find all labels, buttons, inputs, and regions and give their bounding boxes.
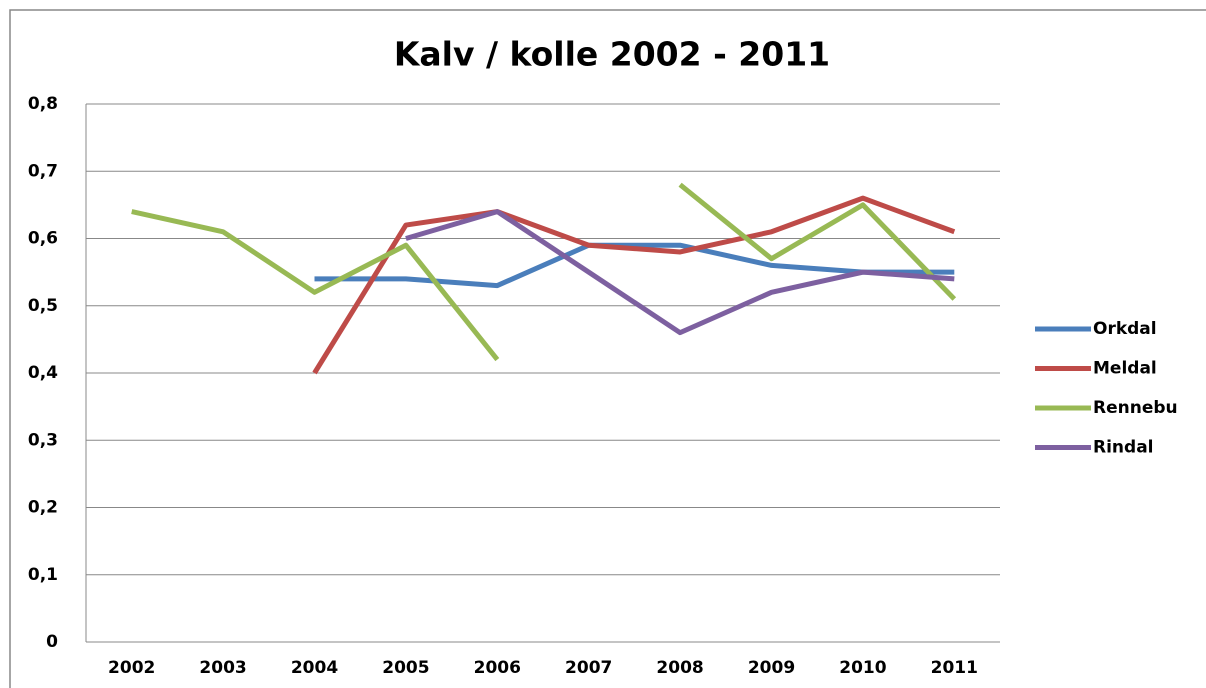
series-line	[312, 195, 956, 375]
x-tick-label: 2009	[748, 658, 795, 678]
x-tick-label: 2006	[474, 658, 521, 678]
y-tick-label: 0,6	[28, 229, 58, 249]
legend-label: Meldal	[1093, 359, 1157, 379]
x-tick-label: 2004	[291, 658, 338, 678]
series-line	[131, 182, 957, 362]
x-tick-label: 2008	[656, 658, 703, 678]
y-tick-label: 0,1	[28, 565, 58, 585]
y-tick-label: 0,4	[28, 363, 58, 383]
x-tick-label: 2010	[839, 658, 886, 678]
y-tick-label: 0,3	[28, 430, 58, 450]
y-tick-label: 0,7	[28, 161, 58, 181]
x-tick-label: 2002	[108, 658, 155, 678]
x-tick-label: 2003	[199, 658, 246, 678]
chart-title: Kalv / kolle 2002 - 2011	[394, 35, 830, 74]
y-tick-label: 0,8	[28, 94, 58, 114]
chart-border	[9, 9, 1206, 688]
y-tick-label: 0,2	[28, 498, 58, 518]
legend-label: Orkdal	[1093, 319, 1157, 339]
x-tick-label: 2005	[382, 658, 429, 678]
series-line	[405, 209, 955, 336]
legend-label: Rennebu	[1093, 398, 1178, 418]
series-line	[314, 242, 955, 289]
x-tick-label: 2011	[931, 658, 978, 678]
y-tick-label: 0,5	[28, 296, 58, 316]
y-tick-label: 0	[46, 632, 58, 652]
legend-label: Rindal	[1093, 438, 1154, 458]
x-tick-label: 2007	[565, 658, 612, 678]
